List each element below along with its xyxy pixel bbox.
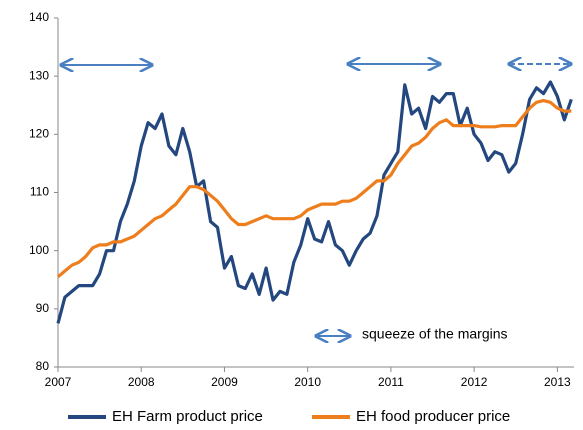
y-tick-label: 140 [29,10,49,24]
series-line [56,80,573,324]
period-arrows [61,64,571,336]
legend-label: EH food producer price [356,408,510,425]
x-tick-label: 2007 [45,375,72,389]
x-tick-label: 2009 [211,375,238,389]
series-line [56,99,572,279]
y-tick-label: 130 [29,68,49,82]
y-tick-label: 80 [36,359,50,373]
legend-label: EH Farm product price [112,408,263,425]
x-tick-label: 2011 [378,375,404,389]
x-tick-label: 2013 [544,375,571,389]
x-tick-label: 2010 [294,375,321,389]
x-tick-label: 2008 [128,375,155,389]
y-tick-label: 100 [29,243,49,257]
x-tick-label: 2012 [461,375,488,389]
annotation: squeeze of the margins [362,326,508,342]
y-tick-label: 110 [30,185,49,199]
y-tick-label: 90 [36,301,50,315]
y-tick-label: 120 [29,127,49,141]
